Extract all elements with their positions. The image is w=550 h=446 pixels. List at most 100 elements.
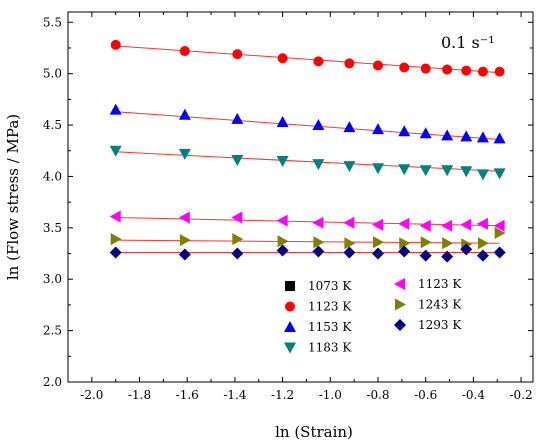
data-point xyxy=(476,217,488,230)
data-point xyxy=(344,237,356,250)
data-point xyxy=(312,216,324,229)
data-point xyxy=(313,56,324,67)
data-point xyxy=(398,164,411,176)
legend: 1073 K 1123 K 1153 K 1183 K 1123 K 1243 K 1293… xyxy=(284,277,462,355)
data-point xyxy=(420,236,432,249)
legend-marker xyxy=(394,278,405,290)
x-tick-label: -1.6 xyxy=(176,388,199,402)
data-point xyxy=(441,219,453,232)
data-point xyxy=(109,246,122,259)
data-point xyxy=(494,66,505,77)
data-point xyxy=(477,66,488,77)
legend-marker xyxy=(394,319,406,331)
data-points-layer xyxy=(109,39,506,263)
data-point xyxy=(372,247,384,260)
data-point xyxy=(419,127,432,139)
data-point xyxy=(178,148,191,160)
x-tick-label: -0.2 xyxy=(510,388,533,402)
fit-line xyxy=(115,217,500,227)
data-point xyxy=(312,245,325,258)
x-tick-label: -1.0 xyxy=(319,388,342,402)
data-point xyxy=(232,49,243,60)
data-point xyxy=(178,108,191,120)
y-tick-label: 3.0 xyxy=(43,272,62,286)
data-point xyxy=(109,210,121,223)
legend-marker xyxy=(395,298,406,311)
x-tick-label: -0.4 xyxy=(462,388,486,402)
data-point xyxy=(277,235,289,248)
legend-label: 1123 K xyxy=(418,277,462,291)
data-point xyxy=(399,237,411,250)
plot-frame xyxy=(67,11,534,383)
data-point xyxy=(343,216,355,229)
data-point xyxy=(460,218,472,231)
data-point xyxy=(460,166,473,178)
legend-label: 1183 K xyxy=(308,341,352,355)
data-point xyxy=(178,211,190,224)
data-point xyxy=(110,233,122,246)
data-point xyxy=(399,62,410,73)
data-point xyxy=(373,236,384,249)
data-point xyxy=(442,237,454,250)
data-point xyxy=(373,60,383,71)
x-axis-label: ln (Strain) xyxy=(275,423,353,441)
data-point xyxy=(313,236,325,249)
x-tick-label: -2.0 xyxy=(80,388,103,402)
fit-lines-layer xyxy=(115,45,500,253)
data-point xyxy=(493,246,506,259)
data-point xyxy=(109,103,122,115)
data-point xyxy=(231,211,243,224)
data-point xyxy=(441,129,454,141)
data-point xyxy=(419,165,432,177)
data-point xyxy=(232,233,244,246)
y-tick-label: 3.5 xyxy=(43,221,62,235)
data-point xyxy=(276,214,288,227)
fit-line xyxy=(115,111,500,140)
data-point xyxy=(231,247,244,260)
fit-line xyxy=(115,151,500,172)
data-point xyxy=(398,217,410,230)
x-tick-label: -1.2 xyxy=(271,388,294,402)
data-point xyxy=(312,159,325,171)
fit-line xyxy=(115,239,500,244)
data-point xyxy=(461,65,472,76)
data-point xyxy=(231,112,244,124)
legend-marker xyxy=(285,301,295,312)
fit-line xyxy=(115,45,500,74)
x-tick-label: -0.8 xyxy=(366,388,389,402)
x-tick-label: -1.8 xyxy=(128,388,151,402)
data-point xyxy=(420,63,431,74)
y-tick-label: 4.5 xyxy=(43,118,62,132)
legend-label: 1243 K xyxy=(418,298,462,312)
axes-layer: -2.0 -1.8 -1.6 -1.4 -1.2 -1.0 -0.8 -0.6 -0.4 -0.2… xyxy=(43,11,534,402)
data-point xyxy=(343,246,356,259)
data-point xyxy=(343,121,356,133)
data-point xyxy=(476,169,489,181)
y-tick-label: 5.5 xyxy=(43,15,62,29)
data-point xyxy=(109,145,122,157)
data-point xyxy=(344,58,355,69)
y-axis-label: ln (Flow stress / MPa) xyxy=(4,114,22,280)
data-point xyxy=(460,130,473,142)
data-point xyxy=(441,165,454,177)
data-point xyxy=(460,243,473,256)
data-point xyxy=(398,245,411,258)
legend-label: 1073 K xyxy=(308,279,352,293)
data-point xyxy=(312,119,325,131)
data-point xyxy=(476,249,489,262)
legend-marker xyxy=(285,281,295,291)
y-tick-label: 2.0 xyxy=(43,375,62,389)
x-tick-label: -0.6 xyxy=(414,388,437,402)
data-point xyxy=(398,125,411,137)
data-point xyxy=(231,155,244,166)
data-point xyxy=(343,161,356,173)
strain-rate-annotation: 0.1 s⁻¹ xyxy=(441,33,495,52)
legend-marker xyxy=(284,342,296,354)
legend-label: 1153 K xyxy=(308,320,352,334)
data-point xyxy=(419,249,432,262)
y-tick-label: 4.0 xyxy=(43,169,62,183)
y-tick-label: 2.5 xyxy=(43,324,62,338)
data-point xyxy=(179,234,191,247)
legend-marker xyxy=(284,321,296,332)
data-point xyxy=(178,248,191,261)
